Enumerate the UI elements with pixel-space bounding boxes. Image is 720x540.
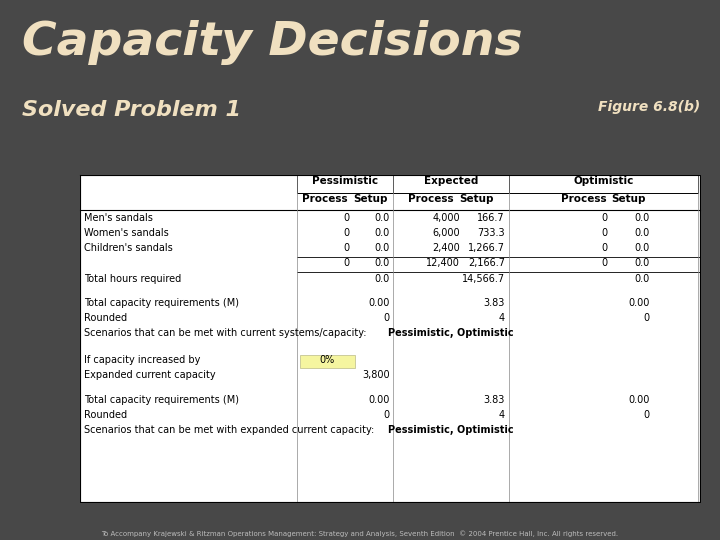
Text: 0.0: 0.0 bbox=[635, 228, 650, 238]
Text: 0: 0 bbox=[384, 410, 390, 420]
Text: 2,400: 2,400 bbox=[432, 243, 460, 253]
Text: 0.0: 0.0 bbox=[374, 258, 390, 268]
Text: 733.3: 733.3 bbox=[477, 228, 505, 238]
Text: Total capacity requirements (M): Total capacity requirements (M) bbox=[84, 395, 239, 405]
Text: 4: 4 bbox=[499, 313, 505, 323]
Text: Scenarios that can be met with current systems/capacity:: Scenarios that can be met with current s… bbox=[84, 328, 366, 338]
Text: 0.00: 0.00 bbox=[369, 298, 390, 308]
Text: 0: 0 bbox=[602, 258, 608, 268]
Text: 0: 0 bbox=[602, 243, 608, 253]
Text: 0.0: 0.0 bbox=[374, 243, 390, 253]
Text: 0: 0 bbox=[344, 213, 350, 223]
Text: 14,566.7: 14,566.7 bbox=[462, 274, 505, 284]
Text: 4: 4 bbox=[499, 410, 505, 420]
Text: 166.7: 166.7 bbox=[477, 213, 505, 223]
Text: Rounded: Rounded bbox=[84, 313, 127, 323]
Text: 0: 0 bbox=[384, 313, 390, 323]
Text: Expanded current capacity: Expanded current capacity bbox=[84, 370, 215, 380]
Text: Capacity Decisions: Capacity Decisions bbox=[22, 20, 523, 65]
Text: Men's sandals: Men's sandals bbox=[84, 213, 153, 223]
Text: 0%: 0% bbox=[320, 355, 335, 365]
Text: 0.0: 0.0 bbox=[374, 213, 390, 223]
Text: 0.00: 0.00 bbox=[369, 395, 390, 405]
Bar bbox=[297, 175, 393, 193]
Text: 6,000: 6,000 bbox=[433, 228, 460, 238]
Text: Solved Problem 1: Solved Problem 1 bbox=[22, 100, 241, 120]
Text: Scenarios that can be met with expanded current capacity:: Scenarios that can be met with expanded … bbox=[84, 425, 374, 435]
Text: Figure 6.8(b): Figure 6.8(b) bbox=[598, 100, 700, 114]
Text: 0.0: 0.0 bbox=[635, 258, 650, 268]
Text: 0: 0 bbox=[644, 410, 650, 420]
Text: Expected: Expected bbox=[424, 176, 478, 186]
Text: 0.0: 0.0 bbox=[635, 213, 650, 223]
Text: 12,400: 12,400 bbox=[426, 258, 460, 268]
Text: 0.00: 0.00 bbox=[629, 298, 650, 308]
Text: Setup: Setup bbox=[611, 194, 646, 204]
Text: 3.83: 3.83 bbox=[484, 395, 505, 405]
Text: Pessimistic, Optimistic: Pessimistic, Optimistic bbox=[388, 425, 514, 435]
Text: Process: Process bbox=[408, 194, 454, 204]
Bar bbox=[509, 175, 698, 193]
Text: Process: Process bbox=[561, 194, 606, 204]
Text: 0: 0 bbox=[344, 258, 350, 268]
Text: Women's sandals: Women's sandals bbox=[84, 228, 168, 238]
Text: 2,166.7: 2,166.7 bbox=[468, 258, 505, 268]
Bar bbox=[393, 175, 509, 193]
Text: Optimistic: Optimistic bbox=[573, 176, 634, 186]
Text: 0.0: 0.0 bbox=[635, 243, 650, 253]
Text: 0: 0 bbox=[344, 228, 350, 238]
Text: 0: 0 bbox=[602, 228, 608, 238]
Text: Process: Process bbox=[302, 194, 348, 204]
Text: 1,266.7: 1,266.7 bbox=[468, 243, 505, 253]
Text: 3.83: 3.83 bbox=[484, 298, 505, 308]
Text: Children's sandals: Children's sandals bbox=[84, 243, 173, 253]
Text: Setup: Setup bbox=[353, 194, 387, 204]
Text: 0: 0 bbox=[344, 243, 350, 253]
Text: Setup: Setup bbox=[459, 194, 493, 204]
Text: If capacity increased by: If capacity increased by bbox=[84, 355, 200, 365]
Text: 4,000: 4,000 bbox=[433, 213, 460, 223]
Text: 0: 0 bbox=[644, 313, 650, 323]
Bar bbox=[80, 175, 700, 502]
Text: Total hours required: Total hours required bbox=[84, 274, 181, 284]
Text: Total capacity requirements (M): Total capacity requirements (M) bbox=[84, 298, 239, 308]
Text: 0.0: 0.0 bbox=[374, 228, 390, 238]
Text: 0.00: 0.00 bbox=[629, 395, 650, 405]
Text: 0.0: 0.0 bbox=[635, 274, 650, 284]
Text: Rounded: Rounded bbox=[84, 410, 127, 420]
Text: 3,800: 3,800 bbox=[362, 370, 390, 380]
Text: Pessimistic: Pessimistic bbox=[312, 176, 378, 186]
Text: Pessimistic, Optimistic: Pessimistic, Optimistic bbox=[388, 328, 514, 338]
Text: To Accompany Krajewski & Ritzman Operations Management: Strategy and Analysis, S: To Accompany Krajewski & Ritzman Operati… bbox=[102, 530, 618, 537]
Text: 0.0: 0.0 bbox=[374, 274, 390, 284]
Bar bbox=[300, 355, 355, 368]
Text: 0: 0 bbox=[602, 213, 608, 223]
